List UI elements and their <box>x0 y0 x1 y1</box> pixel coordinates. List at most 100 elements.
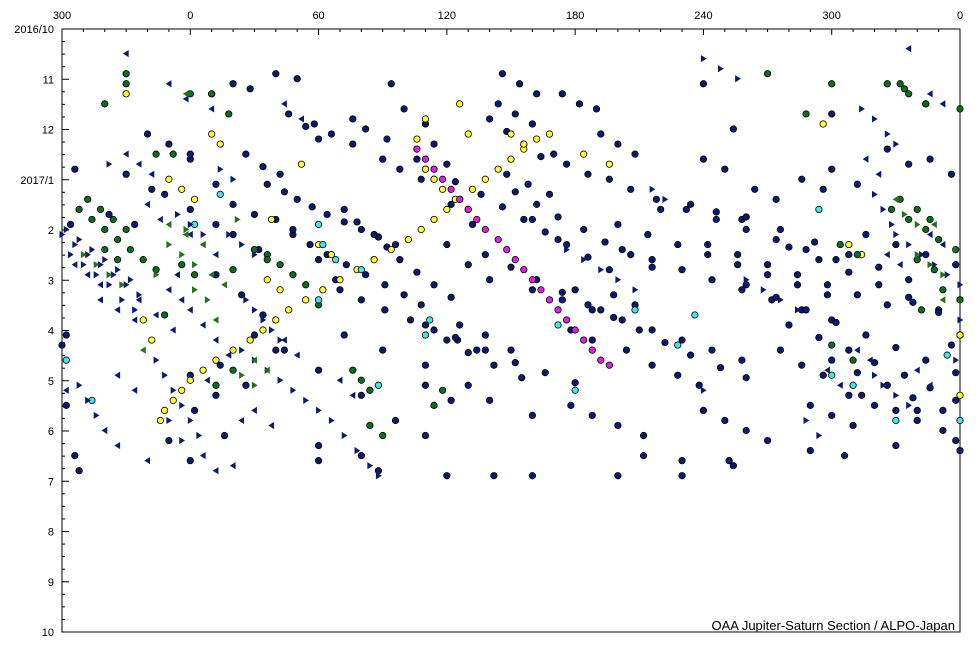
data-point-triangle <box>106 271 113 279</box>
data-point <box>742 374 750 382</box>
data-point <box>443 160 451 168</box>
data-point <box>507 155 515 163</box>
data-point-triangle <box>939 296 946 304</box>
data-point <box>712 215 720 224</box>
data-point <box>186 205 194 213</box>
data-point-triangle <box>926 90 933 98</box>
data-point <box>323 210 331 219</box>
data-point <box>905 215 913 224</box>
data-point <box>400 105 408 113</box>
data-point-triangle <box>871 115 878 123</box>
data-point-triangle <box>906 240 912 249</box>
data-point <box>62 356 70 364</box>
y-tick-label: 12 <box>42 125 54 137</box>
data-point <box>648 263 656 271</box>
data-point-triangle <box>166 240 173 249</box>
data-point <box>905 160 913 168</box>
data-point-triangle <box>114 371 121 379</box>
data-point <box>853 369 861 377</box>
data-point <box>272 346 280 354</box>
data-point <box>272 316 280 324</box>
data-point <box>554 306 562 314</box>
data-point <box>212 180 220 188</box>
data-point-triangle <box>212 251 219 259</box>
data-point <box>819 120 827 128</box>
data-point-triangle <box>123 170 130 178</box>
data-point-triangle <box>119 281 126 289</box>
data-point <box>430 175 438 183</box>
data-point <box>161 190 169 198</box>
data-point <box>845 391 853 399</box>
data-point <box>571 386 579 394</box>
data-point <box>545 296 554 304</box>
data-point <box>342 261 350 269</box>
data-point <box>533 200 541 208</box>
data-point <box>605 266 613 274</box>
data-point-triangle <box>953 356 959 364</box>
data-point-triangle <box>208 105 215 113</box>
data-point <box>922 100 930 108</box>
data-point-triangle <box>169 326 176 334</box>
data-point <box>421 331 430 339</box>
data-point <box>443 472 451 480</box>
data-point-triangle <box>875 170 882 178</box>
data-point <box>849 381 857 389</box>
data-point <box>682 205 690 213</box>
data-point-triangle <box>179 436 185 445</box>
data-point <box>473 346 481 354</box>
data-point-triangle <box>221 281 228 289</box>
y-tick-label: 11 <box>43 74 54 86</box>
data-point <box>308 203 316 211</box>
data-point <box>447 293 455 301</box>
data-point <box>421 361 430 369</box>
y-tick-label: 8 <box>48 527 54 539</box>
data-point <box>468 185 477 193</box>
data-point-triangle <box>127 276 134 284</box>
data-point-triangle <box>226 230 233 239</box>
data-point <box>122 70 130 78</box>
data-point <box>554 321 562 329</box>
data-point <box>327 251 335 259</box>
data-point <box>430 401 438 409</box>
data-point-triangle <box>178 296 185 304</box>
data-point-triangle <box>122 150 129 158</box>
data-point <box>400 291 408 299</box>
data-point-triangle <box>889 220 895 229</box>
data-point <box>956 446 964 455</box>
data-point <box>481 225 489 234</box>
data-point-triangle <box>615 276 622 284</box>
data-point-triangle <box>700 55 707 63</box>
data-point <box>413 135 421 143</box>
data-point <box>887 205 896 213</box>
data-point-triangle <box>230 175 237 183</box>
data-point <box>956 296 964 304</box>
data-point-triangle <box>144 457 151 465</box>
data-point <box>528 276 536 284</box>
data-point-triangle <box>957 281 964 289</box>
data-point <box>742 213 750 221</box>
data-point-triangle <box>926 230 933 239</box>
data-point-triangle <box>212 336 219 344</box>
data-point <box>678 457 686 465</box>
data-point <box>332 256 340 264</box>
data-point <box>956 331 964 339</box>
data-point <box>956 105 964 113</box>
data-point-triangle <box>940 271 947 279</box>
data-point <box>456 321 464 329</box>
data-point-triangle <box>182 90 189 98</box>
data-point-triangle <box>174 271 180 279</box>
data-point <box>533 135 541 143</box>
data-point <box>905 90 913 98</box>
data-point <box>819 185 827 193</box>
data-point-triangle <box>187 416 194 425</box>
data-point-triangle <box>165 220 172 229</box>
data-point <box>370 256 378 264</box>
data-point-triangle <box>859 105 865 113</box>
data-point <box>212 356 220 364</box>
data-point-triangle <box>837 381 843 389</box>
data-point <box>430 281 438 289</box>
data-point-triangle <box>269 326 275 334</box>
data-point-triangle <box>268 421 275 430</box>
data-point <box>430 140 438 148</box>
data-point <box>242 150 250 158</box>
